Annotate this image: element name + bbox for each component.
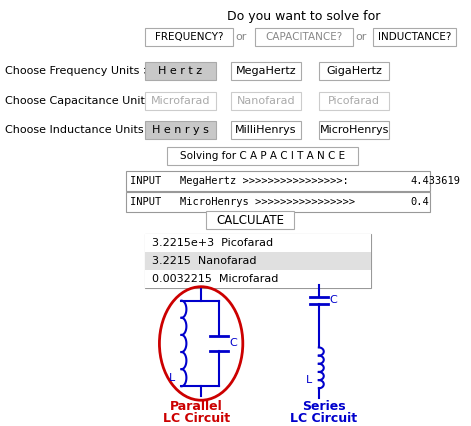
Text: C: C [229, 339, 237, 348]
Text: H e n r y s: H e n r y s [152, 125, 209, 135]
FancyBboxPatch shape [319, 62, 390, 80]
Text: GigaHertz: GigaHertz [326, 66, 382, 76]
FancyBboxPatch shape [230, 92, 301, 109]
FancyBboxPatch shape [230, 62, 301, 80]
Text: INPUT   MicroHenrys >>>>>>>>>>>>>>>>: INPUT MicroHenrys >>>>>>>>>>>>>>>> [130, 197, 356, 207]
Text: INDUCTANCE?: INDUCTANCE? [378, 32, 451, 42]
Text: or: or [236, 32, 247, 42]
FancyBboxPatch shape [206, 211, 294, 229]
Text: CALCULATE: CALCULATE [216, 213, 284, 227]
Text: Series: Series [302, 400, 346, 413]
FancyBboxPatch shape [319, 121, 390, 139]
FancyBboxPatch shape [145, 62, 216, 80]
FancyBboxPatch shape [373, 28, 456, 46]
FancyBboxPatch shape [167, 147, 358, 165]
Text: Choose Inductance Units >>>: Choose Inductance Units >>> [5, 125, 175, 135]
FancyBboxPatch shape [126, 192, 430, 212]
Text: Picofarad: Picofarad [328, 95, 380, 106]
Text: L: L [306, 375, 312, 385]
FancyBboxPatch shape [145, 270, 371, 288]
Text: INPUT   MegaHertz >>>>>>>>>>>>>>>>:: INPUT MegaHertz >>>>>>>>>>>>>>>>: [130, 176, 349, 186]
Text: 4.433619: 4.433619 [410, 176, 460, 186]
Text: 0.0032215  Microfarad: 0.0032215 Microfarad [152, 274, 278, 284]
FancyBboxPatch shape [126, 171, 430, 191]
Text: MegaHertz: MegaHertz [236, 66, 296, 76]
Text: Choose Frequency Units >>>: Choose Frequency Units >>> [5, 66, 171, 76]
Text: Solving for C A P A C I T A N C E: Solving for C A P A C I T A N C E [180, 151, 345, 161]
Text: or: or [355, 32, 367, 42]
Text: LC Circuit: LC Circuit [162, 412, 230, 425]
Text: LC Circuit: LC Circuit [290, 412, 357, 425]
FancyBboxPatch shape [145, 28, 234, 46]
Text: Parallel: Parallel [170, 400, 223, 413]
Text: H e r t z: H e r t z [158, 66, 203, 76]
FancyBboxPatch shape [145, 252, 371, 270]
FancyBboxPatch shape [145, 121, 216, 139]
Text: CAPACITANCE?: CAPACITANCE? [266, 32, 343, 42]
Text: 0.4: 0.4 [410, 197, 429, 207]
Text: Microfarad: Microfarad [151, 95, 210, 106]
FancyBboxPatch shape [145, 234, 371, 288]
Text: MicroHenrys: MicroHenrys [319, 125, 389, 135]
Text: Do you want to solve for: Do you want to solve for [227, 10, 381, 23]
FancyBboxPatch shape [230, 121, 301, 139]
Text: C: C [330, 295, 337, 305]
Text: 3.2215  Nanofarad: 3.2215 Nanofarad [152, 256, 257, 266]
Text: FREQUENCY?: FREQUENCY? [155, 32, 224, 42]
FancyBboxPatch shape [255, 28, 353, 46]
Text: L: L [168, 373, 175, 383]
Text: 3.2215e+3  Picofarad: 3.2215e+3 Picofarad [152, 238, 273, 248]
FancyBboxPatch shape [319, 92, 390, 109]
Text: MilliHenrys: MilliHenrys [235, 125, 297, 135]
FancyBboxPatch shape [145, 234, 371, 252]
FancyBboxPatch shape [145, 92, 216, 109]
Text: Choose Capacitance Units >>>: Choose Capacitance Units >>> [5, 95, 182, 106]
Text: Nanofarad: Nanofarad [236, 95, 295, 106]
